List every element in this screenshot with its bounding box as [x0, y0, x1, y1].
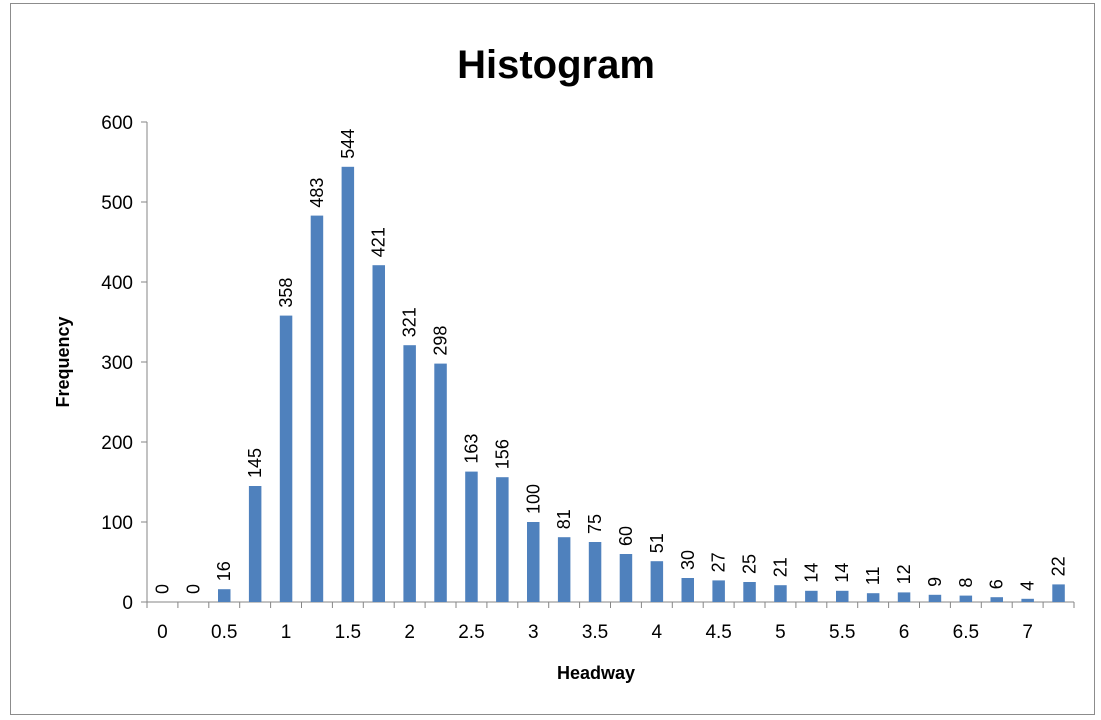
y-tick-label: 400: [101, 273, 133, 294]
histogram-bar: [743, 582, 756, 602]
histogram-bar: [341, 166, 355, 603]
histogram-bar: [897, 592, 911, 602]
histogram-bar: [774, 585, 787, 602]
histogram-bar: [588, 542, 602, 602]
bar-value-label: 81: [554, 509, 574, 529]
bar-value-label: 27: [709, 552, 729, 572]
bar-value-label: 6: [987, 579, 1007, 589]
bar-value-label: 25: [740, 554, 760, 574]
histogram-bar: [990, 597, 1003, 602]
histogram-bar: [403, 345, 416, 602]
x-tick-label: 1.5: [335, 622, 361, 643]
histogram-bar: [557, 537, 571, 602]
chart-frame: Histogram Frequency Headway 0 100 200 300 40…: [10, 3, 1095, 715]
bar-value-label: 11: [863, 567, 883, 586]
bar-value-label: 145: [245, 448, 265, 478]
histogram-bar: [434, 363, 447, 602]
x-tick-label: 2: [404, 622, 415, 643]
y-tick-label: 200: [101, 433, 133, 454]
histogram-bar: [866, 593, 880, 602]
bar-value-label: 544: [338, 129, 358, 159]
bar-value-label: 163: [461, 434, 481, 464]
bar-value-label: 51: [647, 533, 667, 553]
histogram-bar: [959, 595, 973, 602]
bar-value-label: 358: [276, 278, 296, 308]
bar-value-label: 75: [585, 514, 605, 534]
bar-value-label: 22: [1049, 556, 1069, 576]
x-tick-label: 1: [281, 622, 292, 643]
bar-value-label: 30: [678, 550, 698, 570]
histogram-bar: [1021, 598, 1034, 602]
bar-value-label: 16: [214, 561, 234, 581]
bar-value-label: 14: [801, 563, 821, 583]
bar-value-label: 21: [770, 557, 790, 577]
histogram-bar: [527, 522, 540, 602]
histogram-bar: [619, 554, 633, 602]
histogram-bar: [496, 477, 509, 602]
x-tick-label: 5: [775, 622, 786, 643]
x-tick-label: 2.5: [458, 622, 484, 643]
x-tick-label: 3: [528, 622, 539, 643]
bar-value-label: 156: [492, 439, 512, 469]
histogram-bar: [1052, 584, 1065, 602]
histogram-bar: [650, 561, 664, 602]
bar-value-label: 421: [369, 227, 389, 257]
bar-value-label: 100: [523, 484, 543, 514]
histogram-bar: [465, 471, 478, 602]
bar-value-label: 4: [1018, 581, 1038, 591]
histogram-bar: [279, 315, 293, 602]
x-tick-label: 5.5: [829, 622, 855, 643]
histogram-chart: Histogram Frequency Headway 010020030040…: [53, 43, 1075, 683]
x-tick-label: 6: [899, 622, 910, 643]
bar-value-label: 321: [400, 307, 420, 337]
bar-value-label: 12: [894, 564, 914, 584]
x-tick-label: 0.5: [211, 622, 237, 643]
histogram-bar: [836, 590, 849, 602]
histogram-bar: [928, 594, 942, 602]
histogram-bar: [681, 578, 694, 602]
x-tick-label: 0: [157, 622, 168, 643]
x-axis-title: Headway: [557, 663, 635, 683]
chart-title: Histogram: [457, 43, 655, 87]
bar-value-label: 9: [925, 577, 945, 587]
y-axis-title: Frequency: [53, 316, 73, 407]
x-tick-label: 4.5: [705, 622, 731, 643]
bar-value-label: 483: [307, 178, 327, 208]
bar-value-label: 0: [152, 584, 172, 594]
histogram-bar: [248, 486, 262, 602]
histogram-bar: [310, 215, 324, 602]
histogram-bar: [372, 265, 385, 602]
y-tick-label: 600: [101, 113, 133, 134]
y-tick-label: 300: [101, 353, 133, 374]
y-tick-label: 500: [101, 193, 133, 214]
histogram-bar: [218, 589, 231, 602]
y-tick-label: 100: [101, 513, 133, 534]
bar-value-label: 8: [956, 578, 976, 588]
histogram-bar: [712, 580, 725, 602]
x-tick-label: 4: [652, 622, 663, 643]
x-tick-label: 3.5: [582, 622, 608, 643]
x-tick-label: 7: [1022, 622, 1033, 643]
x-tick-label: 6.5: [953, 622, 979, 643]
bar-value-label: 298: [431, 326, 451, 356]
bar-value-label: 60: [616, 526, 636, 546]
bar-value-label: 14: [832, 563, 852, 583]
bar-value-label: 0: [183, 584, 203, 594]
y-tick-label: 0: [122, 593, 133, 614]
histogram-bar: [805, 590, 818, 602]
